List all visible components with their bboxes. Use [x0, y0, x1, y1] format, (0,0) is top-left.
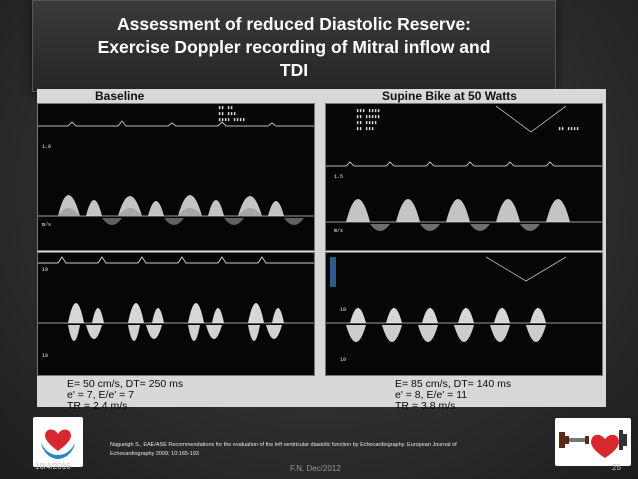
exercise-measure-line-1: E= 85 cm/s, DT= 140 ms: [395, 378, 512, 390]
exercise-axis-unit: m/s: [334, 228, 344, 234]
baseline-settings-readout: ▮▮ ▮▮ ▮▮ ▮▮▮ ▮▮▮▮ ▮▮▮▮: [218, 105, 246, 123]
baseline-measurements: E= 50 cm/s, DT= 250 ms e' = 7, E/e' = 7 …: [67, 379, 183, 412]
exercise-mitral-inflow-trace: [326, 105, 602, 231]
citation-line-2: Echocardiography 2009; 10:165-193: [110, 451, 199, 457]
baseline-measure-line-2: e' = 7, E/e' = 7: [67, 389, 135, 401]
title-line-3: TDI: [279, 60, 309, 80]
baseline-axis-tick-1: 1.0: [42, 144, 52, 150]
slide-author: F.N. Dec/2012: [290, 464, 341, 473]
baseline-mitral-inflow-trace: [38, 120, 314, 225]
title-line-1: Assessment of reduced Diastolic Reserve:: [116, 14, 472, 34]
exercise-tdi-tick-bottom: 10: [340, 357, 347, 363]
exercise-mitral-inflow-panel: ▮▮▮ ▮▮▮▮ ▮▮ ▮▮▮▮▮ ▮▮ ▮▮▮▮ ▮▮ ▮▮▮ ▮▮ ▮▮▮▮ 1.…: [325, 103, 603, 251]
exercising-heart-logo: [555, 418, 631, 466]
baseline-tdi-trace: [38, 256, 314, 341]
reference-citation: Nagueigh S., EAE/ASE Recommendations for…: [110, 441, 550, 459]
exercise-tdi-tick: 10: [340, 307, 347, 313]
supine-bike-heading: Supine Bike at 50 Watts: [382, 89, 517, 103]
baseline-tdi-tick-bottom: 10: [42, 353, 49, 359]
baseline-measure-line-1: E= 50 cm/s, DT= 250 ms: [67, 378, 184, 390]
exercise-settings-readout: ▮▮▮ ▮▮▮▮ ▮▮ ▮▮▮▮▮ ▮▮ ▮▮▮▮ ▮▮ ▮▮▮: [356, 108, 381, 132]
title-line-2: Exercise Doppler recording of Mitral inf…: [97, 37, 491, 57]
doppler-figure: Baseline Supine Bike at 50 Watts ▮▮ ▮▮ ▮▮…: [37, 89, 606, 412]
heart-hands-logo: [33, 417, 83, 467]
exercise-tdi-trace: [326, 256, 602, 342]
baseline-tdi-panel: 10 10: [37, 252, 315, 376]
slide-title: Assessment of reduced Diastolic Reserve:…: [32, 0, 556, 92]
exercise-watts-label: ▮▮ ▮▮▮▮: [558, 126, 580, 132]
exercise-measure-line-3: TR = 3.8 m/s: [395, 400, 456, 412]
slide-date: 10/4/2016: [35, 462, 71, 471]
exercise-measure-line-2: e' = 8, E/e' = 11: [395, 389, 468, 401]
exercise-tdi-panel: 10 10: [325, 252, 603, 376]
exercise-measurements: E= 85 cm/s, DT= 140 ms e' = 8, E/e' = 11…: [395, 379, 511, 412]
heart-icon: [41, 429, 75, 459]
baseline-tdi-tick: 10: [42, 267, 49, 273]
baseline-axis-unit: m/s: [42, 222, 52, 228]
citation-line-1: Nagueigh S., EAE/ASE Recommendations for…: [110, 442, 457, 448]
baseline-mitral-inflow-panel: ▮▮ ▮▮ ▮▮ ▮▮▮ ▮▮▮▮ ▮▮▮▮ 1.0 m/s: [37, 103, 315, 251]
slide-page-number: 25: [612, 463, 621, 472]
baseline-measure-line-3: TR = 2.4 m/s: [67, 400, 128, 412]
baseline-heading: Baseline: [95, 89, 145, 103]
exercise-axis-tick: 1.5: [334, 174, 344, 180]
dumbbell-heart-icon: [559, 430, 627, 458]
